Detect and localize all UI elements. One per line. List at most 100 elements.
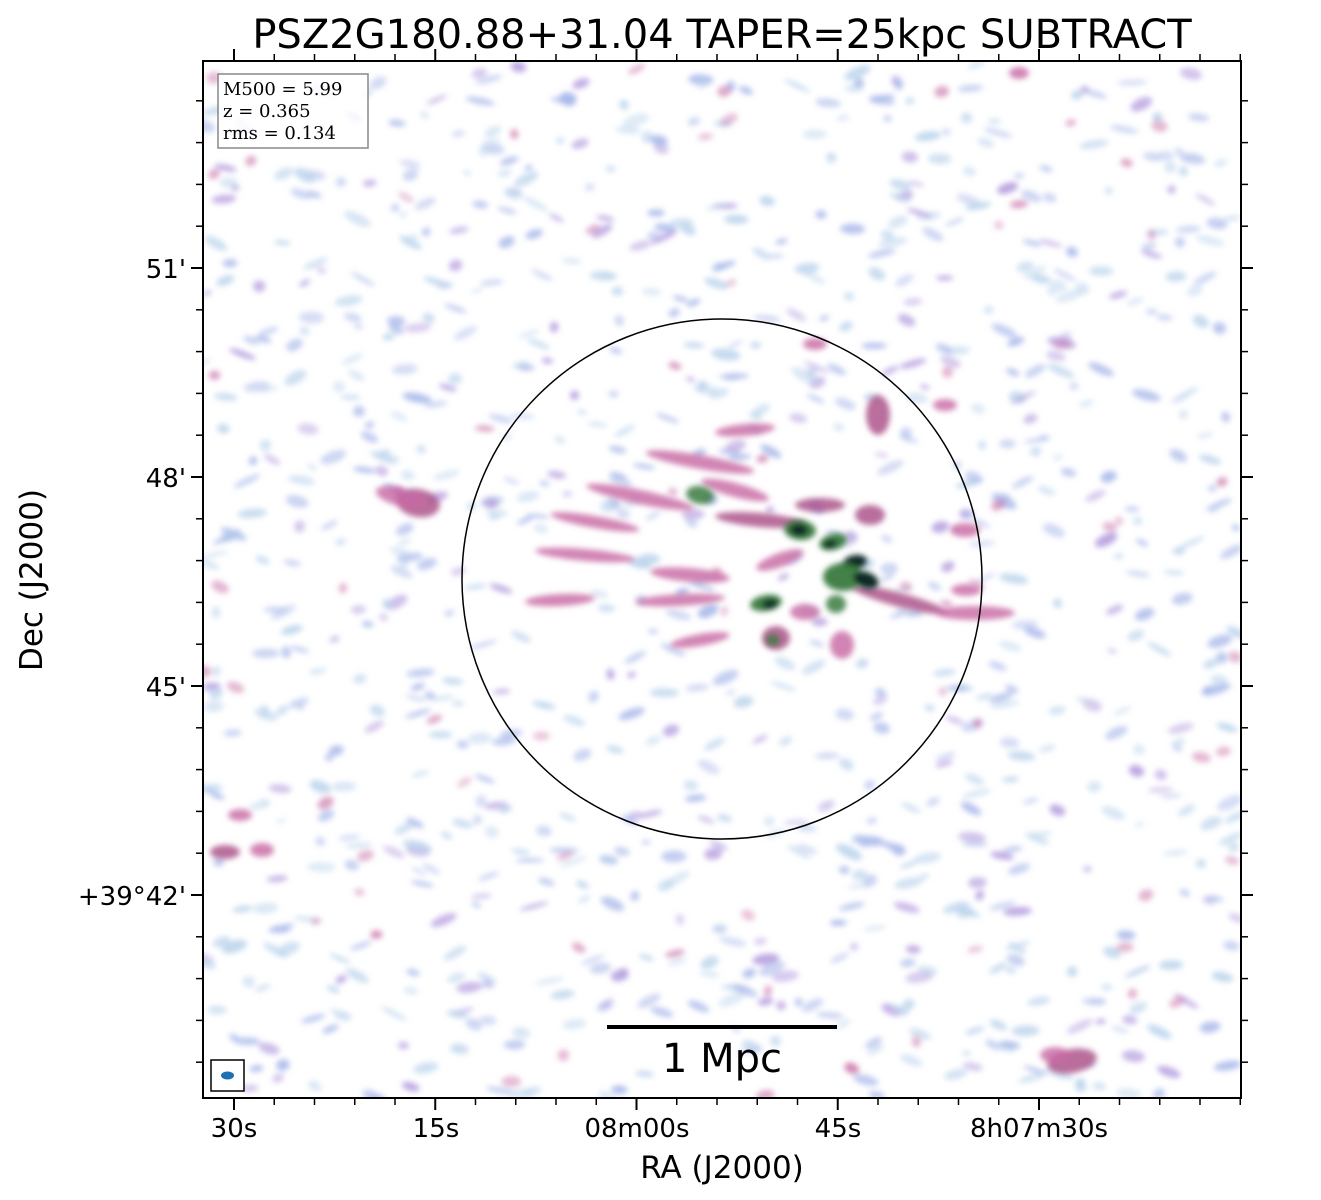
emission-blob — [1085, 489, 1106, 502]
emission-blob — [838, 902, 865, 911]
emission-blob — [577, 409, 587, 415]
emission-blob — [905, 945, 921, 954]
emission-blob — [504, 189, 522, 201]
emission-blob — [471, 902, 481, 908]
emission-blob — [869, 94, 895, 103]
emission-blob — [233, 474, 261, 488]
emission-blob — [843, 291, 855, 301]
emission-blob — [962, 788, 992, 799]
emission-blob — [1011, 1025, 1040, 1037]
emission-blob — [1205, 895, 1224, 902]
emission-blob — [1135, 538, 1149, 547]
emission-blob — [609, 346, 622, 355]
emission-blob — [880, 562, 899, 575]
emission-blob — [322, 1024, 339, 1034]
emission-blob — [424, 400, 448, 408]
emission-blob — [498, 236, 515, 249]
emission-blob — [252, 902, 279, 914]
emission-blob — [775, 238, 788, 245]
emission-blob — [1174, 237, 1185, 248]
emission-blob — [1066, 1018, 1093, 1034]
emission-blob — [390, 203, 400, 213]
emission-blob — [814, 752, 840, 759]
emission-blob — [306, 463, 318, 471]
emission-blob — [335, 177, 347, 187]
emission-blob — [226, 681, 245, 694]
emission-blob — [511, 630, 532, 643]
x-tick-label: 45s — [815, 1114, 862, 1144]
emission-blob — [1200, 816, 1223, 831]
emission-blob — [203, 665, 212, 678]
emission-blob — [525, 593, 595, 607]
emission-blob — [1215, 746, 1231, 757]
emission-blob — [866, 817, 877, 824]
emission-blob — [866, 395, 890, 435]
emission-blob — [1069, 382, 1079, 390]
emission-blob — [424, 691, 436, 700]
emission-blob — [371, 929, 381, 937]
emission-blob — [430, 913, 457, 928]
emission-blob — [475, 74, 503, 85]
emission-blob — [263, 606, 288, 613]
emission-blob — [560, 92, 577, 103]
emission-blob — [214, 392, 238, 401]
emission-blob — [889, 192, 910, 203]
emission-blob — [1212, 322, 1227, 335]
emission-blob — [1223, 215, 1241, 221]
emission-blob — [1065, 119, 1077, 127]
emission-blob — [335, 975, 347, 984]
emission-blob — [1037, 485, 1056, 496]
emission-blob — [1088, 998, 1107, 1006]
emission-blob — [433, 694, 454, 702]
emission-blob — [219, 177, 238, 188]
emission-blob — [440, 831, 453, 840]
emission-blob — [765, 253, 785, 259]
emission-blob — [695, 77, 709, 89]
emission-blob — [539, 480, 550, 487]
emission-blob — [1049, 279, 1067, 292]
emission-blob — [1071, 90, 1084, 100]
emission-blob — [697, 759, 720, 775]
emission-blob — [344, 211, 371, 227]
emission-blob — [484, 125, 502, 138]
emission-blob — [203, 559, 220, 570]
emission-blob — [290, 188, 311, 199]
emission-blob — [715, 511, 805, 529]
emission-blob — [387, 315, 406, 327]
emission-blob — [873, 722, 890, 734]
emission-blob — [1163, 569, 1185, 576]
emission-blob — [475, 794, 487, 807]
emission-blob — [397, 1041, 409, 1050]
emission-blob — [456, 777, 472, 788]
emission-blob — [1027, 996, 1051, 1006]
emission-blob — [452, 818, 474, 829]
emission-blob — [451, 130, 465, 137]
emission-blob — [294, 167, 316, 183]
emission-blob — [480, 279, 504, 286]
emission-blob — [965, 201, 992, 211]
emission-blob — [764, 816, 775, 827]
emission-blob — [332, 380, 345, 393]
emission-blob — [405, 694, 427, 702]
emission-blob — [326, 985, 340, 994]
emission-blob — [830, 631, 854, 659]
y-tick-labels: 51' 48' 45' +39°42' — [78, 255, 186, 912]
x-axis-label: RA (J2000) — [640, 1150, 804, 1186]
emission-blob — [1018, 1073, 1045, 1083]
emission-blob — [701, 478, 769, 502]
emission-blob — [203, 783, 223, 793]
emission-blob — [679, 223, 696, 236]
emission-blob — [600, 896, 625, 912]
emission-blob — [1124, 965, 1151, 978]
emission-blob — [217, 423, 230, 434]
emission-blob — [826, 363, 846, 376]
emission-blob — [237, 508, 267, 519]
emission-blob — [1151, 119, 1168, 133]
emission-blob — [1201, 685, 1213, 695]
emission-blob — [1203, 658, 1219, 669]
emission-blob — [606, 668, 615, 681]
emission-blob — [919, 384, 930, 390]
emission-blob — [942, 128, 951, 136]
emission-blob — [382, 333, 395, 341]
emission-blob — [935, 343, 953, 354]
